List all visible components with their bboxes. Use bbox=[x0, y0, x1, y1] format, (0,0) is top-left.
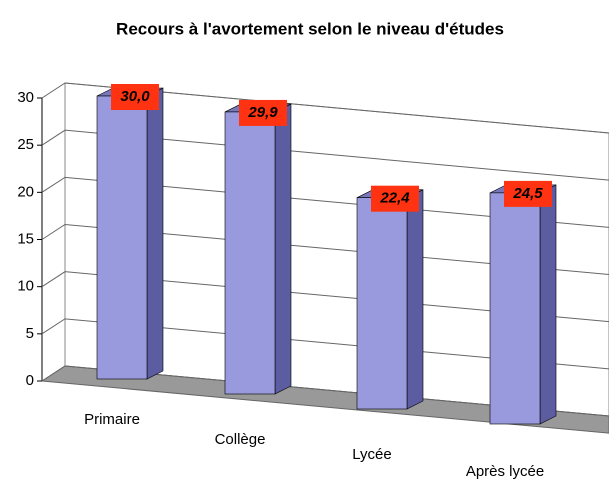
x-tick-label: Primaire bbox=[84, 411, 140, 428]
chart-title: Recours à l'avortement selon le niveau d… bbox=[116, 19, 504, 38]
grid-line bbox=[41, 82, 609, 134]
value-label: 29,9 bbox=[247, 104, 278, 121]
value-label-box bbox=[504, 180, 552, 207]
x-tick-label: Lycée bbox=[352, 446, 391, 463]
bar bbox=[224, 111, 276, 395]
bar-side bbox=[146, 87, 164, 380]
value-label-box bbox=[239, 99, 287, 126]
bar bbox=[96, 95, 148, 380]
grid-line bbox=[41, 271, 609, 323]
grid-line bbox=[41, 318, 609, 370]
y-tick-label: 5 bbox=[26, 325, 34, 342]
bar bbox=[356, 197, 408, 410]
x-tick-label: Collège bbox=[215, 431, 266, 448]
grid-line bbox=[41, 365, 609, 417]
grid-line bbox=[41, 129, 609, 181]
y-tick-label: 30 bbox=[17, 89, 34, 106]
y-tick-label: 25 bbox=[17, 136, 34, 153]
x-tick-label: Après lycée bbox=[466, 463, 544, 480]
value-label-box bbox=[111, 84, 159, 110]
y-tick-label: 20 bbox=[17, 183, 34, 200]
grid-line bbox=[41, 223, 609, 275]
y-tick-label: 10 bbox=[17, 278, 34, 295]
value-label: 24,5 bbox=[512, 185, 543, 202]
bar bbox=[489, 192, 541, 425]
bar-side bbox=[539, 184, 557, 425]
bar-side bbox=[274, 103, 292, 395]
bar-side bbox=[406, 189, 424, 410]
y-tick-label: 0 bbox=[26, 372, 34, 389]
value-label: 22,4 bbox=[379, 190, 410, 207]
grid-line bbox=[41, 176, 609, 228]
y-tick-label: 15 bbox=[17, 230, 34, 247]
value-label-box bbox=[371, 185, 419, 212]
value-label: 30,0 bbox=[120, 88, 150, 105]
